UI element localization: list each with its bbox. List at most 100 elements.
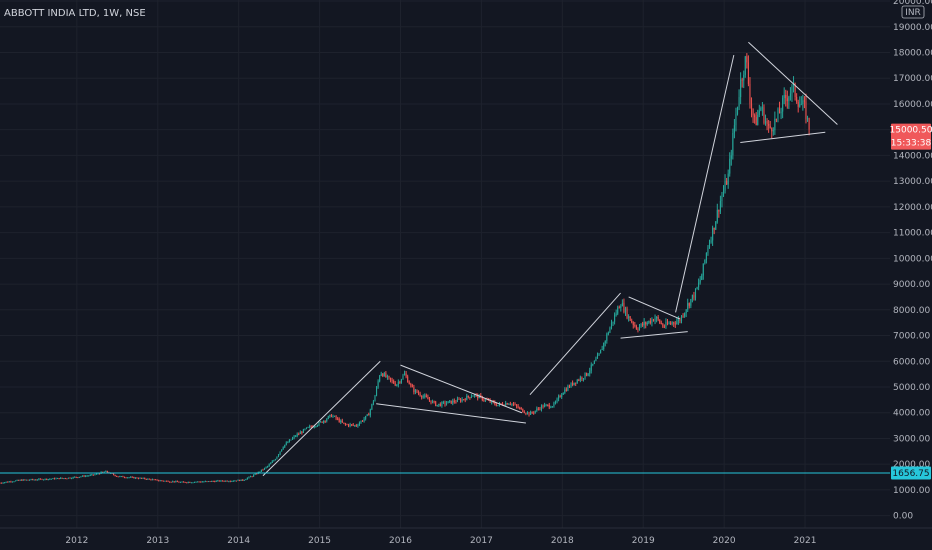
candle-body (544, 404, 546, 408)
x-tick-label: 2021 (794, 536, 817, 546)
candle-body (125, 477, 127, 479)
candle-body (159, 480, 161, 482)
trendline[interactable] (376, 403, 526, 424)
candle-body (299, 432, 301, 435)
candle-body (680, 315, 683, 322)
candle-body (75, 476, 77, 478)
candle-body (572, 382, 574, 386)
candle-body (50, 478, 52, 480)
candle-body (673, 322, 675, 324)
trendline[interactable] (400, 364, 523, 414)
candle-body (794, 83, 796, 97)
candle-body (43, 479, 45, 481)
candle-body (165, 480, 168, 482)
candle-body (178, 481, 180, 483)
candle-body (273, 460, 275, 462)
candle-body (162, 480, 164, 482)
trendline[interactable] (748, 41, 838, 125)
candle-body (296, 433, 298, 437)
candle-body (291, 437, 294, 440)
candle-body (206, 481, 208, 483)
candle-body (127, 477, 129, 479)
candle-body (705, 252, 707, 261)
candle-body (470, 396, 472, 398)
candle-body (631, 320, 633, 323)
time-axis[interactable]: 2012 2013 2014 2015 2016 2017 2018 2019 2020 2021 (0, 527, 932, 546)
trendline[interactable] (740, 131, 826, 144)
candle-body (610, 322, 613, 328)
candle-body (484, 399, 486, 401)
candle-body (534, 410, 536, 413)
candle-body (446, 403, 448, 405)
candle-body (298, 433, 300, 435)
candle-body (786, 98, 788, 102)
candle-body (253, 474, 255, 477)
candle-body (626, 308, 628, 318)
candle-body (333, 415, 336, 417)
candle-body (214, 481, 216, 483)
candle-body (441, 402, 443, 407)
candle-body (2, 482, 4, 484)
candle-body (220, 480, 222, 482)
candle-body (404, 373, 406, 376)
candle-body (595, 358, 597, 361)
candle-body (601, 349, 603, 351)
candle-body (318, 421, 320, 426)
candle-body (144, 477, 146, 479)
candle-body (576, 379, 578, 384)
candle-body (428, 399, 430, 401)
price-axis[interactable]: 0.00 1000.00 2000.00 3000.00 4000.00 5000.00 6… (890, 0, 932, 550)
candle-body (332, 415, 334, 418)
candle-body (410, 384, 412, 386)
candle-body (640, 323, 642, 327)
candle-body (204, 481, 206, 483)
candle-body (49, 478, 51, 480)
candle-body (621, 302, 623, 307)
candle-body (442, 402, 444, 404)
candle-body (386, 376, 388, 378)
candle-body (497, 405, 499, 407)
trendline[interactable] (675, 54, 735, 313)
candle-body (36, 479, 38, 481)
candle-body (413, 387, 415, 393)
candle-body (584, 372, 586, 379)
candle-body (139, 477, 141, 479)
candle-body (467, 395, 469, 397)
candle-body (481, 396, 483, 401)
candle-body (400, 379, 402, 383)
candle-body (483, 400, 485, 402)
trendline[interactable] (529, 292, 621, 396)
candle-body (193, 481, 196, 483)
candle-body (181, 481, 183, 483)
trendline[interactable] (628, 296, 680, 320)
candle-body (433, 401, 435, 403)
candle-body (19, 479, 21, 481)
candle-body (176, 481, 178, 483)
candle-body (130, 476, 132, 478)
candle-body (540, 405, 543, 410)
trendline[interactable] (262, 360, 381, 477)
candle-body (78, 476, 80, 478)
candle-body (460, 399, 462, 402)
candle-body (424, 395, 426, 397)
candle-body (623, 302, 625, 312)
trendline[interactable] (620, 331, 688, 339)
candle-body (60, 477, 62, 479)
y-tick-label: 9000.00 (893, 280, 930, 290)
candle-body (744, 56, 746, 75)
candle-body (715, 221, 717, 230)
candle-body (198, 481, 200, 483)
candle-body (35, 479, 37, 481)
candle-body (651, 319, 653, 324)
candle-body (545, 404, 547, 406)
candle-body (553, 403, 555, 407)
candle-body (607, 332, 609, 335)
candle-body (802, 100, 804, 105)
candle-body (637, 329, 639, 331)
candle-body (402, 375, 404, 380)
candle-body (379, 375, 381, 382)
candle-body (528, 412, 530, 415)
candle-body (760, 108, 762, 111)
candle-body (453, 400, 455, 402)
